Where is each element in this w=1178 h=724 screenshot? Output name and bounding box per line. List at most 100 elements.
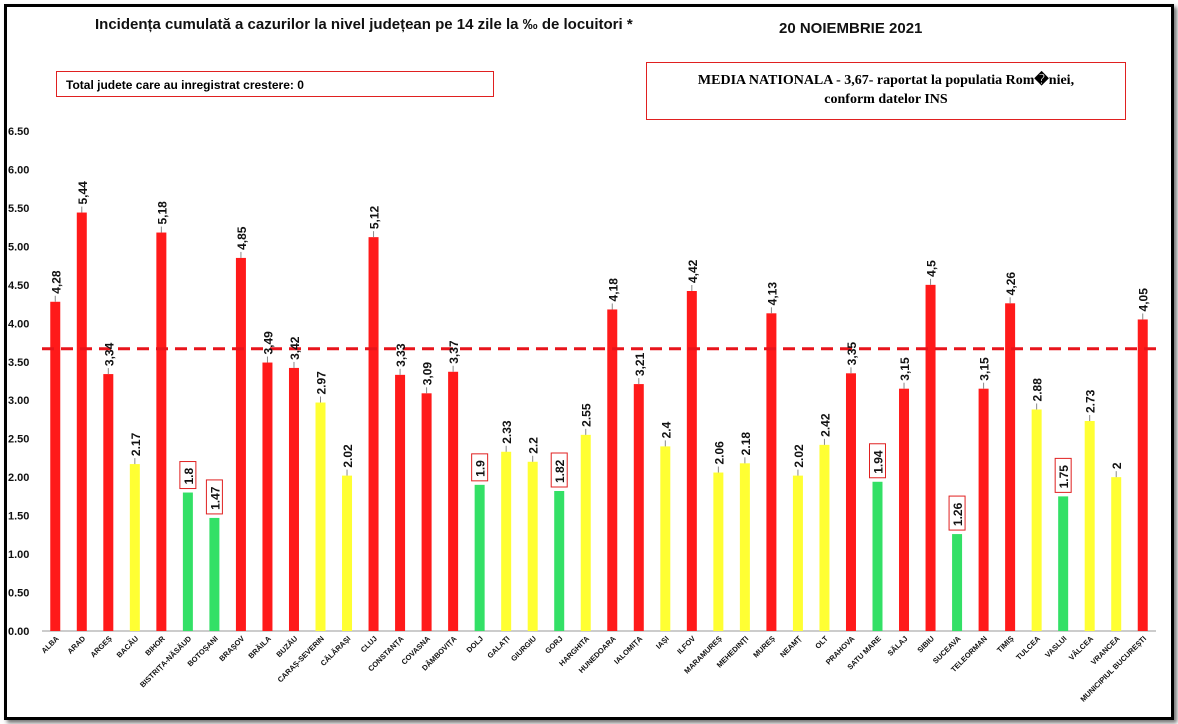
bar-gorj bbox=[554, 491, 565, 631]
bar-vaslui bbox=[1058, 496, 1069, 631]
y-tick-label: 2.50 bbox=[8, 434, 29, 446]
bar-harghita bbox=[580, 434, 591, 631]
chart-title: Incidența cumulată a cazurilor la nivel … bbox=[95, 16, 633, 33]
y-tick-label: 1.00 bbox=[8, 549, 29, 561]
bar-suceava bbox=[952, 534, 963, 631]
bar-iași bbox=[660, 446, 671, 631]
x-tick-label: CLUJ bbox=[359, 634, 379, 654]
national-average-line1: MEDIA NATIONALA - 3,67- raportat la popu… bbox=[697, 73, 1075, 88]
data-label: 4,13 bbox=[765, 282, 779, 306]
x-tick-label: GORJ bbox=[543, 634, 564, 655]
bar-cluj bbox=[368, 237, 379, 631]
x-tick-label: ALBA bbox=[40, 634, 62, 656]
data-label: 2.18 bbox=[739, 432, 753, 456]
y-tick-label: 3.00 bbox=[8, 395, 29, 407]
x-tick-label: IALOMIȚA bbox=[612, 634, 644, 666]
bar-vâlcea bbox=[1084, 421, 1095, 631]
x-tick-label: GIURGIU bbox=[509, 634, 538, 663]
bar-tulcea bbox=[1031, 409, 1042, 631]
bar-alba bbox=[50, 301, 61, 631]
data-label: 5,44 bbox=[76, 181, 90, 205]
bar-municipiul-bucurești bbox=[1137, 319, 1148, 631]
data-label: 3,34 bbox=[102, 342, 116, 366]
x-tick-label: BIHOR bbox=[143, 634, 167, 658]
bar-ialomița bbox=[633, 384, 644, 631]
bar-mureș bbox=[766, 313, 777, 631]
bar-botoșani bbox=[209, 517, 220, 631]
y-tick-label: 5.00 bbox=[8, 241, 29, 253]
data-label: 2.02 bbox=[341, 444, 355, 468]
data-label: 2.42 bbox=[818, 413, 832, 437]
bar-olt bbox=[819, 444, 830, 631]
x-tick-label: SIBIU bbox=[915, 634, 936, 655]
bar-bacău bbox=[129, 464, 140, 631]
x-tick-label: ARAD bbox=[66, 634, 88, 656]
data-label: 2.97 bbox=[315, 371, 329, 395]
x-tick-label: VASLUI bbox=[1043, 634, 1068, 659]
data-label: 3,42 bbox=[288, 336, 302, 360]
y-tick-label: 6.50 bbox=[8, 126, 29, 138]
y-tick-label: 3.50 bbox=[8, 357, 29, 369]
bar-maramureș bbox=[713, 472, 724, 631]
y-tick-label: 5.50 bbox=[8, 203, 29, 215]
bar-sibiu bbox=[925, 284, 936, 631]
data-label: 3,09 bbox=[421, 362, 435, 386]
data-label: 3,35 bbox=[845, 342, 859, 366]
data-label-box bbox=[869, 443, 886, 479]
data-label: 5,18 bbox=[155, 201, 169, 225]
data-label: 3,21 bbox=[633, 352, 647, 376]
data-label: 3,49 bbox=[261, 331, 275, 355]
data-label: 1.9 bbox=[474, 460, 488, 477]
data-label-box bbox=[205, 479, 223, 515]
bar-dolj bbox=[474, 484, 485, 631]
data-label: 4,26 bbox=[1004, 272, 1018, 296]
bar-călărași bbox=[342, 475, 353, 631]
bar-bihor bbox=[156, 232, 167, 632]
bar-timiș bbox=[1005, 303, 1016, 631]
data-label: 2.88 bbox=[1031, 378, 1045, 402]
y-tick-label: 0.00 bbox=[8, 626, 29, 638]
data-label: 3,15 bbox=[898, 357, 912, 381]
bar-sălaj bbox=[899, 388, 910, 631]
data-label-box bbox=[179, 461, 197, 490]
x-tick-label: TIMIȘ bbox=[995, 634, 1016, 655]
x-tick-label: MUREȘ bbox=[751, 634, 777, 660]
x-tick-label: SĂLAJ bbox=[886, 634, 910, 658]
bar-arad bbox=[76, 212, 87, 632]
x-tick-label: CARAȘ-SEVERIN bbox=[276, 634, 326, 684]
bar-mehedinți bbox=[739, 463, 750, 631]
data-label: 3,33 bbox=[394, 343, 408, 367]
data-label: 1.94 bbox=[872, 450, 886, 474]
data-label: 4,18 bbox=[606, 278, 620, 302]
data-label: 3,15 bbox=[978, 357, 992, 381]
data-label: 1.8 bbox=[182, 468, 196, 485]
bar-vrancea bbox=[1111, 477, 1122, 631]
data-label: 4,05 bbox=[1137, 288, 1151, 312]
data-label: 2.06 bbox=[712, 441, 726, 465]
data-label: 1.75 bbox=[1057, 465, 1071, 489]
bar-buzău bbox=[288, 367, 299, 631]
data-label: 1.47 bbox=[208, 486, 222, 510]
data-label: 2.73 bbox=[1084, 389, 1098, 413]
x-tick-label: BRĂILA bbox=[246, 634, 273, 661]
x-tick-label: DOLJ bbox=[465, 634, 486, 655]
bar-neamț bbox=[792, 475, 803, 631]
x-tick-label: OLT bbox=[813, 634, 830, 651]
bar-satu-mare bbox=[872, 481, 883, 631]
bar-brașov bbox=[235, 257, 246, 631]
data-label: 1.82 bbox=[553, 459, 567, 483]
bar-hunedoara bbox=[607, 309, 618, 631]
data-label: 2.02 bbox=[792, 444, 806, 468]
data-label: 2 bbox=[1110, 462, 1124, 469]
chart-date: 20 NOIEMBRIE 2021 bbox=[779, 20, 923, 37]
data-label: 4,85 bbox=[235, 226, 249, 250]
y-tick-label: 4.50 bbox=[8, 280, 29, 292]
x-tick-label: BRAȘOV bbox=[217, 634, 246, 663]
data-label-box bbox=[550, 452, 568, 488]
bar-galați bbox=[501, 451, 512, 631]
x-tick-label: IAȘI bbox=[654, 634, 671, 651]
x-tick-label: ILFOV bbox=[675, 634, 697, 656]
data-label: 2.55 bbox=[580, 403, 594, 427]
data-label: 2.33 bbox=[500, 420, 514, 444]
x-tick-label: TULCEA bbox=[1014, 634, 1042, 662]
